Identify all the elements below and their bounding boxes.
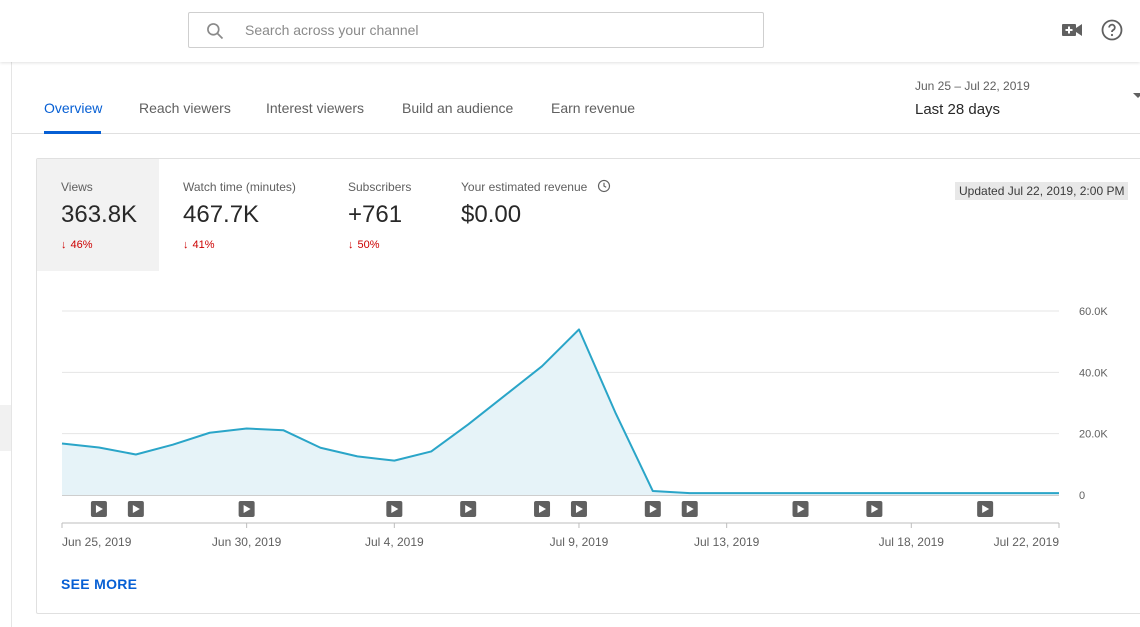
- search-box[interactable]: [188, 12, 764, 48]
- arrow-down-icon: ↓: [61, 239, 67, 251]
- metric-change: ↓ 50%: [348, 239, 380, 251]
- video-marker-icon[interactable]: [570, 501, 587, 517]
- data-point: [282, 428, 286, 432]
- data-point: [429, 449, 433, 453]
- metric-label: Views: [61, 180, 93, 194]
- views-chart: 0 20.0K 40.0K 60.0K Jun 25, 2019 Jun 30, 2019…: [60, 306, 1108, 549]
- metric-watch-time[interactable]: Watch time (minutes) 467.7K ↓ 41%: [159, 159, 325, 271]
- data-point: [392, 459, 396, 463]
- arrow-down-icon: ↓: [348, 239, 354, 251]
- tab-build-an-audience[interactable]: Build an audience: [402, 100, 514, 116]
- metric-views[interactable]: Views 363.8K ↓ 46%: [37, 159, 159, 271]
- series-area-fill: [62, 329, 1059, 495]
- video-marker-icon[interactable]: [644, 501, 661, 517]
- data-point: [355, 454, 359, 458]
- video-marker-icon[interactable]: [792, 501, 809, 517]
- data-point: [466, 422, 470, 426]
- data-point: [245, 426, 249, 430]
- metric-label: Subscribers: [348, 180, 412, 194]
- updated-timestamp: Updated Jul 22, 2019, 2:00 PM: [955, 182, 1129, 200]
- video-marker-icon[interactable]: [866, 501, 883, 517]
- clock-icon: [597, 179, 611, 193]
- x-tick-label: Jul 22, 2019: [994, 535, 1060, 549]
- data-point: [60, 441, 64, 445]
- data-point: [1020, 491, 1024, 495]
- metric-value: 467.7K: [183, 201, 260, 228]
- data-point: [651, 489, 655, 493]
- data-point: [872, 491, 876, 495]
- data-point: [946, 491, 950, 495]
- active-tab-indicator: [44, 131, 101, 134]
- data-point: [134, 453, 138, 457]
- tab-earn-revenue[interactable]: Earn revenue: [551, 100, 636, 116]
- video-marker-icon[interactable]: [127, 501, 144, 517]
- y-tick-label: 0: [1079, 490, 1085, 502]
- data-point: [725, 491, 729, 495]
- overview-card: Views 363.8K ↓ 46% Watch time (minutes) 4…: [36, 158, 1140, 614]
- video-marker-icon[interactable]: [534, 501, 551, 517]
- data-point: [835, 491, 839, 495]
- video-marker-icon[interactable]: [977, 501, 994, 517]
- data-point: [1057, 491, 1061, 495]
- metric-label: Your estimated revenue: [461, 180, 588, 194]
- series-line-views: [61, 328, 1059, 495]
- tab-overview[interactable]: Overview: [44, 100, 103, 116]
- data-point: [171, 443, 175, 447]
- metric-change: ↓ 46%: [61, 239, 93, 251]
- tab-interest-viewers[interactable]: Interest viewers: [266, 100, 365, 116]
- data-point: [97, 445, 101, 449]
- x-tick-label: Jul 13, 2019: [694, 535, 760, 549]
- date-period-selector[interactable]: Last 28 days: [915, 101, 1001, 118]
- video-marker-icon[interactable]: [681, 501, 698, 517]
- metric-value: 363.8K: [61, 201, 138, 228]
- top-bar: [0, 0, 1140, 62]
- metric-label: Watch time (minutes): [183, 180, 296, 194]
- data-point: [540, 364, 544, 368]
- data-point: [688, 491, 692, 495]
- data-point: [762, 491, 766, 495]
- metric-value: $0.00: [461, 201, 522, 228]
- x-tick-label: Jul 18, 2019: [879, 535, 945, 549]
- metric-value: +761: [348, 201, 403, 228]
- analytics-tabs: Overview Reach viewers Interest viewers …: [12, 62, 1140, 134]
- see-more-link[interactable]: SEE MORE: [61, 576, 138, 592]
- y-tick-label: 20.0K: [1079, 429, 1108, 441]
- x-tick-label: Jun 25, 2019: [62, 535, 132, 549]
- data-point: [614, 412, 618, 416]
- video-marker-icon[interactable]: [460, 501, 477, 517]
- left-sidebar-edge: [0, 62, 12, 627]
- search-input[interactable]: [245, 13, 745, 47]
- metric-change: ↓ 41%: [183, 239, 215, 251]
- metric-subscribers[interactable]: Subscribers +761 ↓ 50%: [325, 159, 437, 271]
- x-tick-label: Jul 9, 2019: [550, 535, 609, 549]
- y-tick-label: 60.0K: [1079, 306, 1108, 318]
- data-point: [577, 327, 581, 331]
- caret-down-icon[interactable]: [1133, 93, 1140, 98]
- x-tick-label: Jul 4, 2019: [365, 535, 424, 549]
- metric-change-value: 41%: [192, 239, 215, 251]
- video-marker-icon[interactable]: [238, 501, 255, 517]
- help-icon[interactable]: [1100, 18, 1124, 42]
- data-point: [318, 446, 322, 450]
- sidebar-active-marker: [0, 405, 11, 451]
- metric-change-value: 50%: [357, 239, 380, 251]
- metric-estimated-revenue[interactable]: Your estimated revenue $0.00: [437, 159, 637, 271]
- arrow-down-icon: ↓: [183, 239, 189, 251]
- y-tick-label: 40.0K: [1079, 367, 1108, 379]
- create-video-icon[interactable]: [1060, 18, 1084, 42]
- data-point: [799, 491, 803, 495]
- video-marker-icon[interactable]: [386, 501, 403, 517]
- video-marker-icon[interactable]: [90, 501, 107, 517]
- metric-change-value: 46%: [70, 239, 93, 251]
- x-tick-label: Jun 30, 2019: [212, 535, 282, 549]
- data-point: [909, 491, 913, 495]
- data-point: [208, 431, 212, 435]
- search-icon: [207, 23, 224, 40]
- tab-reach-viewers[interactable]: Reach viewers: [139, 100, 231, 116]
- data-point: [503, 393, 507, 397]
- data-point: [983, 491, 987, 495]
- date-range[interactable]: Jun 25 – Jul 22, 2019: [915, 79, 1030, 93]
